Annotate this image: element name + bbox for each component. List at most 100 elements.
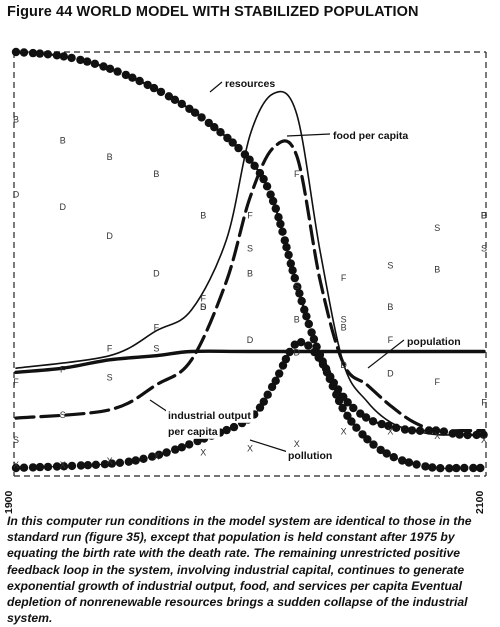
series-dot-pollution — [59, 462, 69, 471]
series-dot-pollution — [347, 417, 356, 426]
series-dot-pollution — [52, 462, 62, 471]
series-dot-resources — [135, 76, 144, 86]
letter-marker-s: S — [247, 244, 253, 254]
letter-marker-b: B — [13, 115, 19, 125]
series-dot-resources — [259, 174, 268, 184]
annotation-leader — [367, 339, 405, 369]
series-dot-pollution — [469, 463, 478, 473]
letter-marker-x: X — [107, 456, 113, 466]
series-dot-resources — [302, 312, 311, 321]
letter-marker-x: X — [434, 431, 440, 441]
series-dot-resources — [297, 296, 306, 306]
series-dot-resources — [384, 421, 393, 431]
series-pollution — [11, 338, 485, 473]
letter-marker-x: X — [13, 460, 19, 470]
annotation-label: food per capita — [333, 130, 408, 142]
series-dot-pollution — [154, 450, 164, 459]
series-dot-pollution — [76, 461, 86, 470]
letter-marker-d: D — [481, 210, 488, 220]
series-d: D D D D D D D D D D — [13, 190, 488, 379]
series-dot-resources — [278, 227, 287, 236]
letter-marker-s: S — [387, 260, 393, 270]
series-dot-pollution — [412, 460, 421, 469]
series-dot-pollution — [332, 390, 341, 399]
series-dot-pollution — [398, 456, 407, 465]
series-dot-pollution — [271, 376, 280, 385]
letter-marker-d: D — [60, 202, 67, 212]
series-dot-resources — [177, 99, 186, 109]
series-dot-resources — [19, 48, 29, 57]
letter-marker-s: S — [481, 244, 487, 254]
letter-marker-b: B — [481, 210, 487, 220]
series-dot-resources — [35, 49, 45, 58]
series-dot-pollution — [107, 459, 117, 468]
letter-marker-x: X — [387, 427, 393, 437]
letter-marker-f: F — [247, 210, 253, 220]
series-dot-resources — [245, 155, 254, 164]
annotation-label-bg — [166, 424, 220, 439]
series-dot-pollution — [452, 463, 461, 473]
letter-marker-b: B — [247, 269, 253, 279]
series-dot-pollution — [369, 440, 378, 449]
letter-marker-x: X — [60, 460, 66, 470]
series-dot-resources — [377, 419, 386, 429]
series-dot-pollution — [100, 460, 110, 469]
series-dot-resources — [197, 113, 206, 122]
series-dot-pollution — [131, 456, 140, 465]
series-dot-resources — [349, 403, 358, 413]
series-dot-resources — [300, 305, 309, 314]
letter-marker-b: B — [341, 323, 347, 333]
letter-marker-x: X — [341, 427, 347, 437]
letter-marker-f: F — [200, 294, 206, 304]
series-dot-pollution — [304, 341, 313, 350]
annotation-label-bg — [331, 128, 411, 143]
series-dot-pollution — [404, 458, 414, 467]
series-dot-resources — [307, 328, 316, 337]
annotation-industrial-output: industrial output — [149, 399, 254, 423]
series-dot-resources — [282, 243, 291, 252]
series-dot-resources — [280, 236, 289, 245]
letter-marker-d: D — [294, 348, 301, 358]
series-industrial-output-per-capita — [14, 139, 486, 433]
annotation-label: resources — [225, 78, 275, 90]
series-dot-pollution — [281, 354, 291, 364]
series-dot-pollution — [314, 353, 323, 362]
letter-marker-x: X — [481, 435, 487, 445]
figure-caption: In this computer run conditions in the m… — [7, 514, 472, 626]
series-dot-resources — [83, 57, 92, 66]
series-dot-pollution — [185, 440, 194, 449]
annotation-label-bg — [405, 334, 463, 349]
letter-marker-b: B — [387, 302, 393, 312]
series-dot-pollution — [91, 460, 101, 469]
series-dot-resources — [11, 47, 21, 57]
series-dot-resources — [293, 282, 302, 291]
annotation-label: industrial output — [168, 410, 251, 422]
annotation-leader — [286, 133, 331, 137]
letter-marker-x: X — [247, 443, 253, 453]
series-dot-resources — [128, 73, 137, 82]
series-dot-resources — [99, 62, 108, 71]
series-x: X X X X X X X X X X X — [13, 427, 487, 470]
series-dot-resources — [290, 273, 299, 283]
letter-marker-d: D — [387, 369, 394, 379]
series-dot-pollution — [19, 463, 29, 472]
x-tick-label-start: 1900 — [3, 490, 15, 514]
annotation-label: pollution — [288, 450, 332, 462]
letter-marker-f: F — [341, 273, 347, 283]
series-dot-pollution — [83, 461, 93, 470]
letter-marker-d: D — [106, 231, 113, 241]
series-f: F F F F F F F F F F F — [13, 169, 487, 408]
series-dot-resources — [309, 334, 319, 344]
series-dot-resources — [28, 48, 38, 58]
series-dot-pollution — [139, 454, 148, 463]
series-dot-pollution — [322, 368, 332, 377]
series-dot-pollution — [421, 462, 430, 471]
series-dot-pollution — [476, 463, 485, 473]
figure-title: Figure 44 WORLD MODEL WITH STABILIZED PO… — [7, 4, 419, 20]
letter-marker-d: D — [200, 302, 207, 312]
series-dot-pollution — [193, 436, 202, 446]
letter-marker-s: S — [434, 223, 440, 233]
plot-frame — [13, 51, 487, 477]
letter-marker-x: X — [200, 448, 206, 458]
series-line-industrial-output-per-capita — [14, 139, 486, 433]
